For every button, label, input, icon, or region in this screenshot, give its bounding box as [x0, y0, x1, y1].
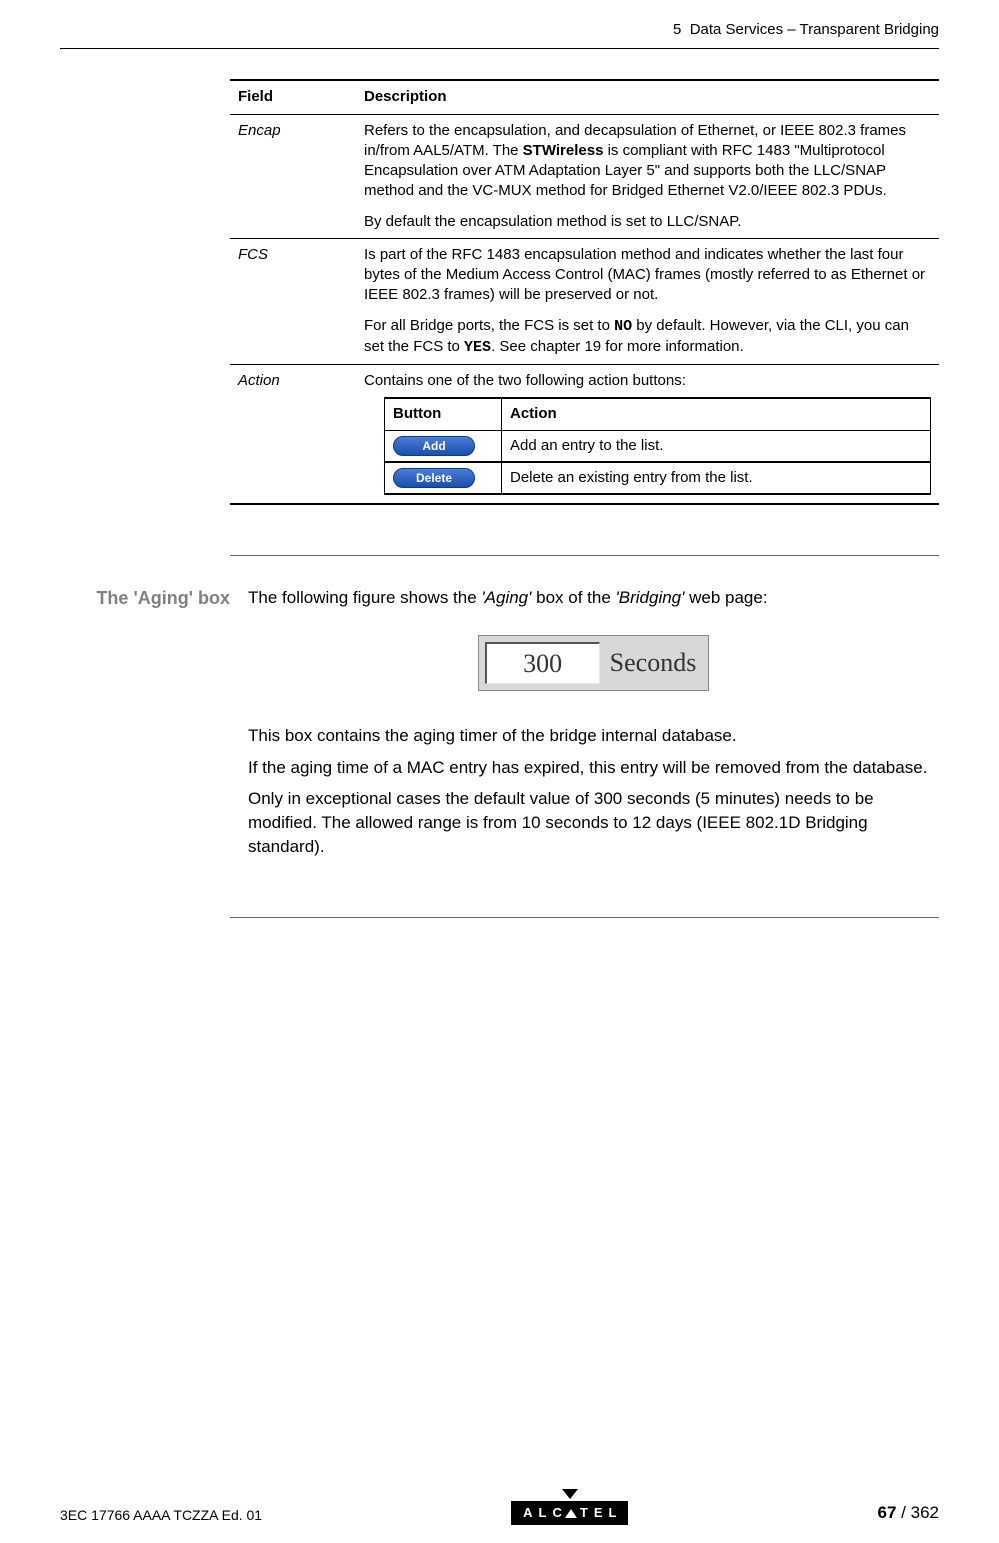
- field-desc: Is part of the RFC 1483 encapsulation me…: [356, 238, 939, 364]
- section-intro: The following figure shows the 'Aging' b…: [248, 586, 939, 610]
- section-p3: If the aging time of a MAC entry has exp…: [248, 756, 939, 780]
- action-desc: Add an entry to the list.: [502, 430, 931, 462]
- page-footer: 3EC 17766 AAAA TCZZA Ed. 01 ALCTEL 67 / …: [60, 1489, 939, 1525]
- document-id: 3EC 17766 AAAA TCZZA Ed. 01: [60, 1506, 262, 1525]
- chapter-title: Data Services – Transparent Bridging: [690, 21, 939, 38]
- alcatel-logo: ALCTEL: [511, 1489, 628, 1525]
- table-row: Add Add an entry to the list.: [385, 430, 931, 462]
- chapter-number: 5: [673, 21, 681, 38]
- triangle-up-icon: [565, 1509, 577, 1518]
- add-button[interactable]: Add: [393, 436, 475, 456]
- inner-col-action: Action: [502, 398, 931, 430]
- section-side-label: The 'Aging' box: [60, 586, 248, 867]
- table-row: Action Contains one of the two following…: [230, 365, 939, 505]
- field-name: FCS: [230, 238, 356, 364]
- page-number: 67 / 362: [878, 1502, 939, 1525]
- inner-col-button: Button: [385, 398, 502, 430]
- section-divider: [230, 917, 939, 918]
- action-buttons-table: Button Action Add Add an entry to the li…: [384, 397, 931, 495]
- field-desc: Contains one of the two following action…: [356, 365, 939, 505]
- section-divider: [230, 555, 939, 556]
- section-p4: Only in exceptional cases the default va…: [248, 787, 939, 858]
- table-row: FCS Is part of the RFC 1483 encapsulatio…: [230, 238, 939, 364]
- col-field: Field: [230, 80, 356, 114]
- aging-seconds-input[interactable]: 300: [485, 642, 600, 684]
- table-row: Delete Delete an existing entry from the…: [385, 462, 931, 494]
- field-name: Encap: [230, 114, 356, 238]
- page-header: 5 Data Services – Transparent Bridging: [60, 20, 939, 49]
- triangle-down-icon: [562, 1489, 578, 1499]
- aging-box-figure: 300 Seconds: [478, 635, 710, 691]
- delete-button[interactable]: Delete: [393, 468, 475, 488]
- col-description: Description: [356, 80, 939, 114]
- table-row: Encap Refers to the encapsulation, and d…: [230, 114, 939, 238]
- action-desc: Delete an existing entry from the list.: [502, 462, 931, 494]
- section-p2: This box contains the aging timer of the…: [248, 724, 939, 748]
- aging-seconds-label: Seconds: [600, 645, 703, 680]
- table-header-row: Field Description: [230, 80, 939, 114]
- field-description-table: Field Description Encap Refers to the en…: [230, 79, 939, 505]
- field-name: Action: [230, 365, 356, 505]
- field-desc: Refers to the encapsulation, and decapsu…: [356, 114, 939, 238]
